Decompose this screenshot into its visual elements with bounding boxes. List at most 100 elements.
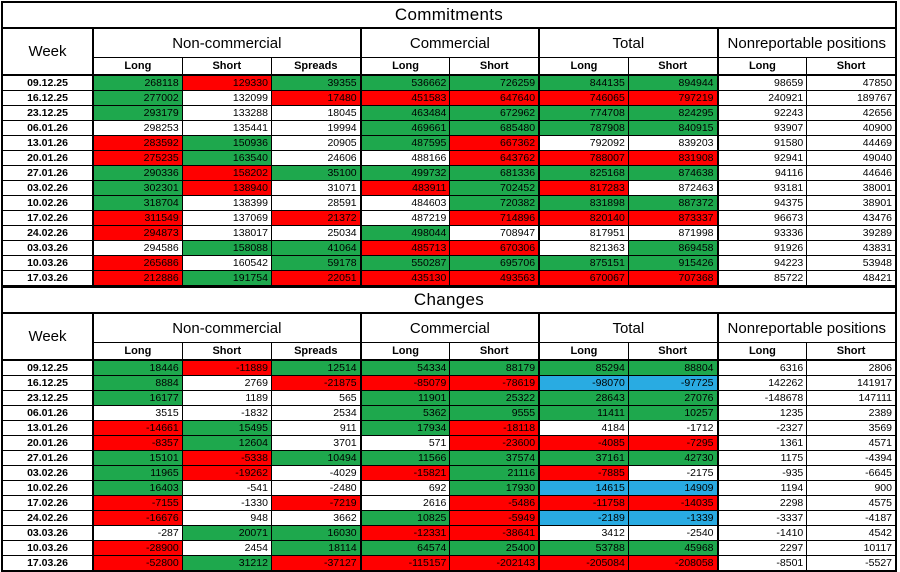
value-cell[interactable]: 4571	[806, 435, 897, 451]
value-cell[interactable]: 163540	[181, 150, 272, 166]
value-cell[interactable]: -2327	[716, 420, 808, 436]
value-cell[interactable]: 293179	[91, 105, 183, 121]
week-cell[interactable]: 03.03.26	[1, 240, 94, 256]
value-cell[interactable]: 94375	[716, 195, 808, 211]
value-cell[interactable]: -148678	[716, 390, 808, 406]
value-cell[interactable]: 714896	[449, 210, 540, 226]
value-cell[interactable]: 911	[270, 420, 362, 436]
value-cell[interactable]: 191754	[181, 270, 272, 287]
week-cell[interactable]: 09.12.25	[1, 74, 94, 91]
week-cell[interactable]: 10.03.26	[1, 540, 94, 556]
value-cell[interactable]: 283592	[91, 135, 183, 151]
value-cell[interactable]: 64574	[359, 540, 451, 556]
value-cell[interactable]: -205084	[538, 555, 629, 572]
value-cell[interactable]: 10494	[270, 450, 362, 466]
value-cell[interactable]: 824295	[627, 105, 719, 121]
value-cell[interactable]: 3701	[270, 435, 362, 451]
week-cell[interactable]: 24.02.26	[1, 225, 94, 241]
value-cell[interactable]: -202143	[449, 555, 540, 572]
value-cell[interactable]: 869458	[627, 240, 719, 256]
value-cell[interactable]: -208058	[627, 555, 719, 572]
value-cell[interactable]: 792092	[538, 135, 629, 151]
value-cell[interactable]: 831898	[538, 195, 629, 211]
value-cell[interactable]: 158088	[181, 240, 272, 256]
value-cell[interactable]: -1832	[181, 405, 272, 421]
value-cell[interactable]: 4184	[538, 420, 629, 436]
value-cell[interactable]: 797219	[627, 90, 719, 106]
value-cell[interactable]: 2454	[181, 540, 272, 556]
value-cell[interactable]: 17934	[359, 420, 451, 436]
value-cell[interactable]: 5362	[359, 405, 451, 421]
value-cell[interactable]: 1361	[716, 435, 808, 451]
value-cell[interactable]: 840915	[627, 120, 719, 136]
value-cell[interactable]: -28900	[91, 540, 183, 556]
value-cell[interactable]: 670067	[538, 270, 629, 287]
value-cell[interactable]: 92941	[716, 150, 808, 166]
value-cell[interactable]: 16177	[91, 390, 183, 406]
value-cell[interactable]: 189767	[806, 90, 897, 106]
value-cell[interactable]: -8501	[716, 555, 808, 572]
value-cell[interactable]: 2298	[716, 495, 808, 511]
value-cell[interactable]: 25034	[270, 225, 362, 241]
value-cell[interactable]: 831908	[627, 150, 719, 166]
value-cell[interactable]: 499732	[359, 165, 451, 181]
value-cell[interactable]: 2534	[270, 405, 362, 421]
value-cell[interactable]: 726259	[449, 74, 540, 91]
value-cell[interactable]: 874638	[627, 165, 719, 181]
value-cell[interactable]: 692	[359, 480, 451, 496]
value-cell[interactable]: 2389	[806, 405, 897, 421]
value-cell[interactable]: -5527	[806, 555, 897, 572]
value-cell[interactable]: 451583	[359, 90, 451, 106]
value-cell[interactable]: 43476	[806, 210, 897, 226]
value-cell[interactable]: 85294	[538, 359, 629, 376]
value-cell[interactable]: 708947	[449, 225, 540, 241]
value-cell[interactable]: 707368	[627, 270, 719, 287]
value-cell[interactable]: 318704	[91, 195, 183, 211]
value-cell[interactable]: 873337	[627, 210, 719, 226]
value-cell[interactable]: -98070	[538, 375, 629, 391]
value-cell[interactable]: 311549	[91, 210, 183, 226]
value-cell[interactable]: 91580	[716, 135, 808, 151]
value-cell[interactable]: 37161	[538, 450, 629, 466]
value-cell[interactable]: -541	[181, 480, 272, 496]
value-cell[interactable]: 887372	[627, 195, 719, 211]
value-cell[interactable]: 685480	[449, 120, 540, 136]
value-cell[interactable]: 18446	[91, 359, 183, 376]
value-cell[interactable]: 38001	[806, 180, 897, 196]
value-cell[interactable]: -287	[91, 525, 183, 541]
value-cell[interactable]: 98659	[716, 74, 808, 91]
value-cell[interactable]: 42730	[627, 450, 719, 466]
value-cell[interactable]: -19262	[181, 465, 272, 481]
value-cell[interactable]: 571	[359, 435, 451, 451]
value-cell[interactable]: -12331	[359, 525, 451, 541]
value-cell[interactable]: 872463	[627, 180, 719, 196]
value-cell[interactable]: 25322	[449, 390, 540, 406]
value-cell[interactable]: 487595	[359, 135, 451, 151]
value-cell[interactable]: 41064	[270, 240, 362, 256]
value-cell[interactable]: 294873	[91, 225, 183, 241]
value-cell[interactable]: -37127	[270, 555, 362, 572]
week-cell[interactable]: 10.03.26	[1, 255, 94, 271]
week-cell[interactable]: 06.01.26	[1, 405, 94, 421]
week-cell[interactable]: 10.02.26	[1, 195, 94, 211]
value-cell[interactable]: 463484	[359, 105, 451, 121]
value-cell[interactable]: 16403	[91, 480, 183, 496]
value-cell[interactable]: -2540	[627, 525, 719, 541]
value-cell[interactable]: 11566	[359, 450, 451, 466]
value-cell[interactable]: 435130	[359, 270, 451, 287]
value-cell[interactable]: 158202	[181, 165, 272, 181]
week-cell[interactable]: 10.02.26	[1, 480, 94, 496]
week-cell[interactable]: 13.01.26	[1, 420, 94, 436]
value-cell[interactable]: 43831	[806, 240, 897, 256]
value-cell[interactable]: 1235	[716, 405, 808, 421]
value-cell[interactable]: 40900	[806, 120, 897, 136]
value-cell[interactable]: 469661	[359, 120, 451, 136]
week-cell[interactable]: 27.01.26	[1, 165, 94, 181]
value-cell[interactable]: 22051	[270, 270, 362, 287]
value-cell[interactable]: -18118	[449, 420, 540, 436]
value-cell[interactable]: 24606	[270, 150, 362, 166]
value-cell[interactable]: 900	[806, 480, 897, 496]
value-cell[interactable]: 6316	[716, 359, 808, 376]
value-cell[interactable]: -23600	[449, 435, 540, 451]
value-cell[interactable]: 15495	[181, 420, 272, 436]
